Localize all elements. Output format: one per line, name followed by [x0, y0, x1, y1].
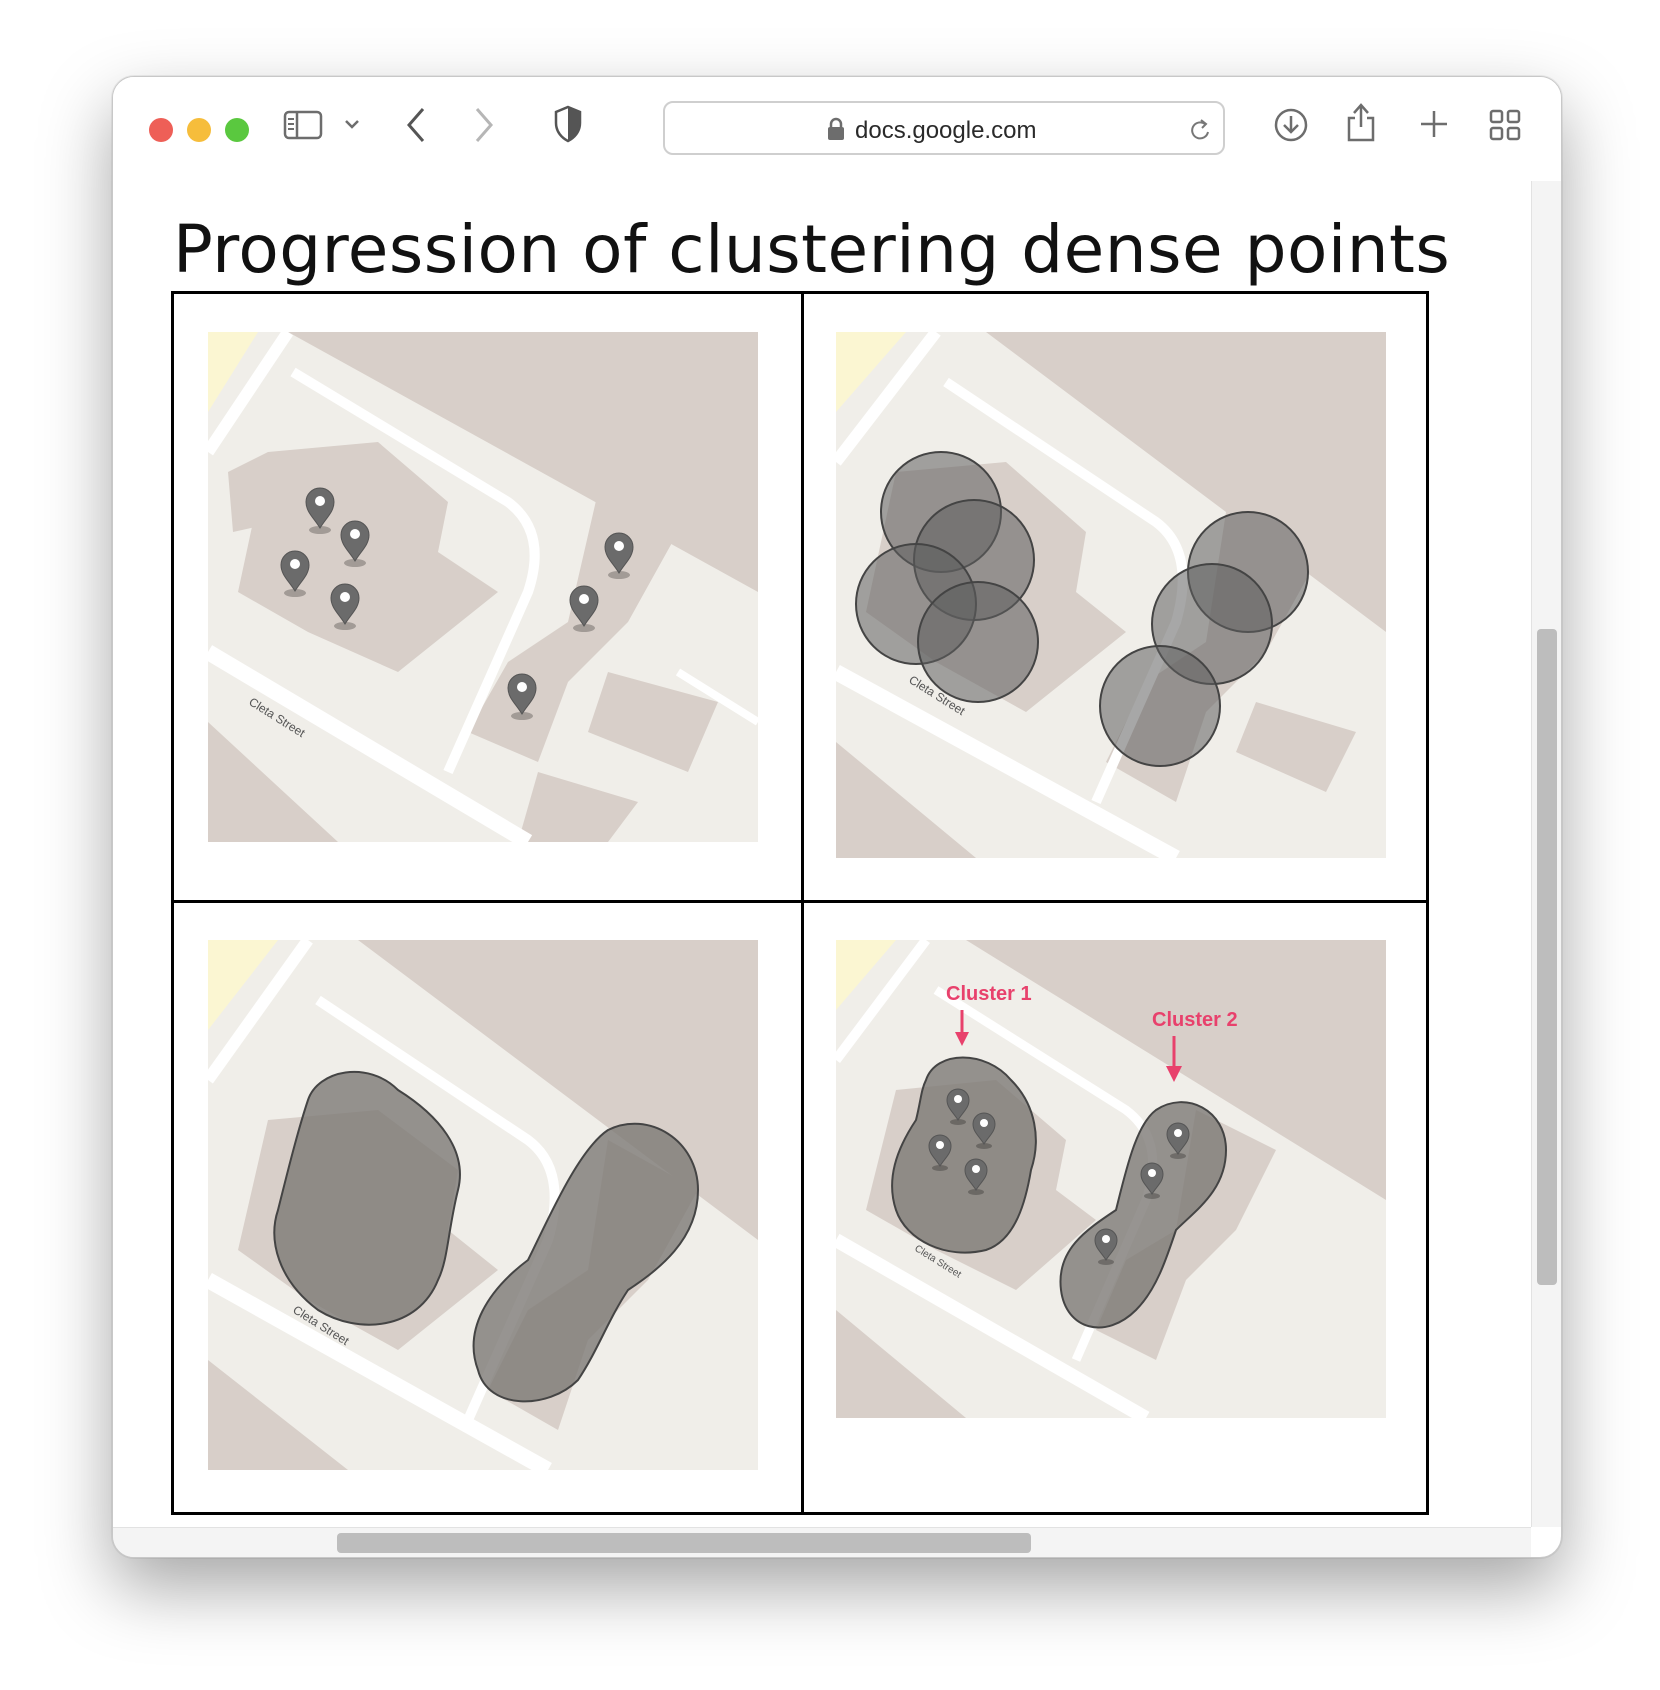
maximize-window-button[interactable]: [225, 118, 249, 142]
browser-toolbar: docs.google.com: [113, 77, 1561, 181]
reload-icon[interactable]: [1189, 117, 1213, 143]
map-panel-merged: Cleta Street: [208, 940, 758, 1470]
cluster-label-1: Cluster 1: [946, 983, 1032, 1005]
document-page: Progression of clustering dense points: [113, 181, 1531, 1527]
arrow-icon: [1166, 1066, 1182, 1082]
close-window-button[interactable]: [149, 118, 173, 142]
grid-divider: [174, 900, 1426, 903]
grid-divider: [801, 294, 804, 1512]
cluster-label-2: Cluster 2: [1152, 1009, 1238, 1031]
map-panel-points: Cleta Street: [208, 332, 758, 842]
back-icon[interactable]: [403, 105, 429, 145]
download-icon[interactable]: [1273, 107, 1309, 143]
shield-icon[interactable]: [553, 105, 583, 143]
vertical-scrollbar-thumb[interactable]: [1537, 629, 1557, 1285]
horizontal-scrollbar-thumb[interactable]: [337, 1533, 1031, 1553]
minimize-window-button[interactable]: [187, 118, 211, 142]
tab-overview-icon[interactable]: [1489, 109, 1521, 141]
share-icon[interactable]: [1345, 101, 1377, 143]
page-title: Progression of clustering dense points: [173, 211, 1451, 288]
browser-window: docs.google.com Progress: [112, 76, 1562, 1558]
figure-grid: Cleta Street Clet: [171, 291, 1429, 1515]
map-panel-clusters: Cleta Street Cluster 1 Cluster 2: [836, 940, 1386, 1418]
sidebar-icon[interactable]: [283, 109, 323, 141]
url-text: docs.google.com: [855, 117, 1037, 144]
new-tab-icon[interactable]: [1419, 109, 1449, 139]
map-panel-circles: Cleta Street: [836, 332, 1386, 858]
arrow-icon: [955, 1032, 969, 1046]
lock-icon: [828, 117, 844, 140]
address-bar[interactable]: docs.google.com: [663, 101, 1225, 155]
chevron-down-icon[interactable]: [343, 115, 361, 133]
forward-icon[interactable]: [471, 105, 497, 145]
